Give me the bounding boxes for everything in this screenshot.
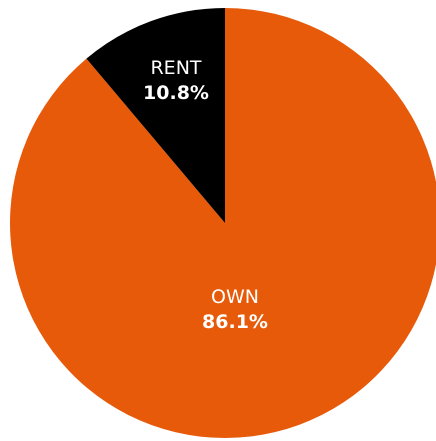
- pie-label-rent-name: RENT: [150, 57, 201, 79]
- pie-slices: [10, 8, 436, 438]
- pie-slice-rent: [86, 8, 225, 223]
- pie-label-own-name: OWN: [211, 286, 259, 308]
- pie-labels: RENT 10.8% OWN 86.1%: [143, 57, 268, 333]
- pie-label-own-value: 86.1%: [202, 311, 268, 333]
- pie-slice-own: [10, 8, 436, 438]
- pie-label-rent-value: 10.8%: [143, 82, 209, 104]
